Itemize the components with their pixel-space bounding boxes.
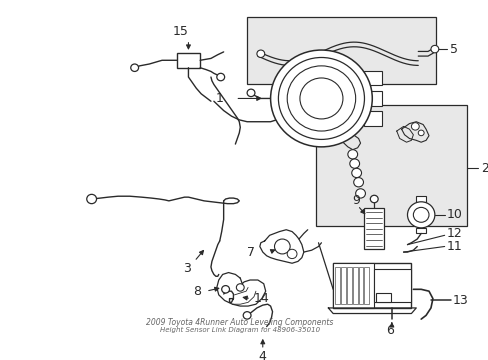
Circle shape [86, 194, 96, 204]
Text: 14: 14 [253, 292, 269, 305]
Circle shape [347, 150, 357, 159]
Text: 10: 10 [446, 208, 462, 221]
Bar [246, 17, 435, 85]
Circle shape [430, 45, 438, 53]
Bar [176, 53, 200, 68]
Text: 3: 3 [182, 262, 190, 275]
Circle shape [353, 177, 363, 187]
Circle shape [243, 312, 250, 319]
Circle shape [417, 130, 423, 136]
Text: 6: 6 [385, 324, 393, 337]
Circle shape [349, 159, 359, 168]
Bar [364, 112, 381, 126]
Text: 11: 11 [446, 240, 462, 253]
Circle shape [407, 202, 434, 228]
Text: 2: 2 [480, 162, 488, 175]
Bar [332, 263, 373, 308]
Text: 4: 4 [258, 350, 266, 360]
Text: 15: 15 [172, 25, 188, 38]
Bar [352, 267, 357, 304]
Circle shape [274, 239, 289, 254]
Circle shape [256, 50, 264, 58]
Text: 9: 9 [351, 194, 359, 207]
Bar [415, 228, 425, 233]
Text: 12: 12 [446, 227, 462, 240]
Circle shape [246, 89, 254, 96]
Circle shape [130, 64, 138, 71]
Circle shape [286, 249, 296, 258]
Circle shape [236, 284, 244, 291]
Circle shape [351, 168, 361, 177]
Bar [375, 293, 390, 302]
Text: 5: 5 [448, 42, 457, 55]
Circle shape [286, 66, 355, 131]
Circle shape [299, 78, 342, 119]
Circle shape [216, 73, 224, 81]
Bar [373, 269, 410, 302]
Text: 13: 13 [451, 294, 468, 307]
Bar [332, 263, 410, 308]
Circle shape [221, 285, 229, 293]
Bar [340, 267, 345, 304]
Text: 7: 7 [246, 246, 255, 258]
Circle shape [412, 207, 428, 222]
Bar [315, 105, 466, 226]
Bar [346, 267, 351, 304]
Bar [364, 71, 381, 85]
Circle shape [355, 189, 365, 198]
Text: Height Sensor Link Diagram for 48906-35010: Height Sensor Link Diagram for 48906-350… [160, 327, 319, 333]
Bar [358, 267, 363, 304]
Circle shape [278, 58, 364, 139]
Text: 2009 Toyota 4Runner Auto Leveling Components: 2009 Toyota 4Runner Auto Leveling Compon… [146, 318, 333, 327]
Bar [334, 267, 339, 304]
Text: 1: 1 [215, 92, 223, 105]
Bar [415, 196, 425, 202]
Circle shape [270, 50, 371, 147]
Text: 8: 8 [193, 285, 201, 298]
Bar [364, 91, 381, 106]
Bar [364, 208, 383, 249]
Bar [364, 267, 368, 304]
Circle shape [369, 195, 377, 203]
Circle shape [410, 123, 418, 130]
